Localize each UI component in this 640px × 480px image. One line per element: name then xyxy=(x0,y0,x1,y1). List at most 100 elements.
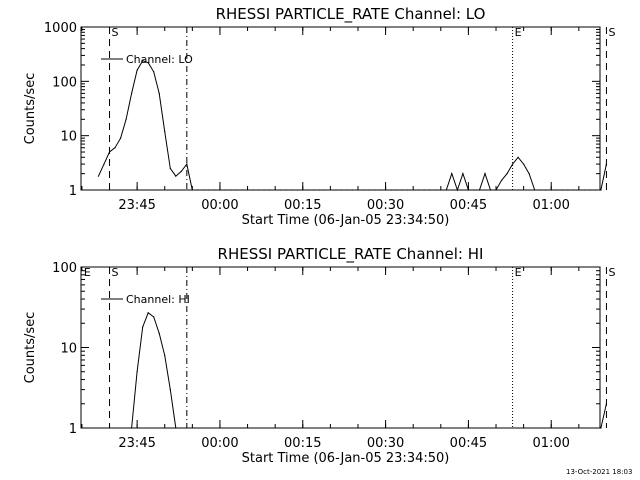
event-marker-label: S xyxy=(112,26,119,39)
data-point xyxy=(136,371,138,373)
data-point xyxy=(478,189,481,191)
data-point xyxy=(280,189,282,191)
data-point xyxy=(545,189,547,191)
data-point xyxy=(213,189,216,191)
data-point xyxy=(252,189,254,191)
data-point xyxy=(407,189,409,191)
data-point xyxy=(142,326,144,328)
data-point xyxy=(224,189,227,191)
data-point xyxy=(368,189,370,191)
data-point xyxy=(108,151,111,153)
data-point xyxy=(495,189,497,191)
data-point xyxy=(467,189,470,191)
data-point xyxy=(97,175,100,177)
data-point xyxy=(534,189,536,191)
data-point xyxy=(307,189,309,191)
legend-label: Channel: LO xyxy=(126,53,193,66)
data-point xyxy=(186,163,188,165)
event-marker-label: S xyxy=(112,266,119,279)
y-tick-label: 1 xyxy=(69,184,77,199)
y-tick-label: 100 xyxy=(52,75,77,90)
series-line xyxy=(98,60,607,192)
data-point xyxy=(528,173,530,175)
data-point xyxy=(103,163,105,165)
data-point xyxy=(318,189,320,191)
data-point xyxy=(511,163,514,165)
y-tick-label: 10 xyxy=(60,130,77,145)
data-point xyxy=(230,189,232,191)
data-point xyxy=(401,189,403,191)
data-point xyxy=(594,189,596,191)
data-point xyxy=(583,189,585,191)
data-point xyxy=(208,189,210,191)
data-point xyxy=(219,189,221,191)
x-axis-label: Start Time (06-Jan-05 23:34:50) xyxy=(242,213,450,228)
data-point xyxy=(125,118,127,120)
data-point xyxy=(269,189,271,191)
data-point xyxy=(131,92,133,94)
data-point xyxy=(153,316,155,318)
event-marker-label: E xyxy=(515,26,522,39)
data-point xyxy=(523,163,525,165)
data-point xyxy=(131,427,133,429)
data-point xyxy=(600,427,602,429)
data-point xyxy=(169,388,171,391)
data-point xyxy=(158,332,160,334)
y-axis-label: Counts/sec xyxy=(23,73,38,145)
date-stamp: 13-Oct-2021 18:03 xyxy=(566,468,632,476)
series-line xyxy=(131,312,607,429)
plot-frame xyxy=(80,26,601,191)
data-point xyxy=(153,71,155,73)
x-axis-label: Start Time (06-Jan-05 23:34:50) xyxy=(242,451,450,466)
data-point xyxy=(164,130,166,132)
data-point xyxy=(114,147,116,149)
data-point xyxy=(263,189,265,191)
data-point xyxy=(589,189,591,191)
data-point xyxy=(567,189,569,191)
data-point xyxy=(324,189,326,191)
data-point xyxy=(605,403,608,405)
x-tick-label: 00:00 xyxy=(201,436,238,451)
x-tick-label: 00:45 xyxy=(450,198,487,213)
x-tick-label: 01:00 xyxy=(532,436,569,451)
data-point xyxy=(180,170,182,172)
hi-channel-panel: RHESSI PARTICLE_RATE Channel: HI 1 10 100 23… xyxy=(23,245,615,466)
y-tick-label: 1000 xyxy=(44,21,77,36)
x-tick-label: 00:15 xyxy=(284,198,321,213)
data-point xyxy=(451,173,453,175)
data-point xyxy=(539,189,541,191)
x-tick-label: 00:00 xyxy=(201,198,238,213)
chart-title: RHESSI PARTICLE_RATE Channel: LO xyxy=(216,5,486,24)
data-point xyxy=(390,189,392,191)
lo-channel-panel: RHESSI PARTICLE_RATE Channel: LO 1 10 100 10… xyxy=(23,5,615,228)
event-marker-label: E xyxy=(515,266,522,279)
data-point xyxy=(373,189,376,191)
y-tick-label: 100 xyxy=(52,261,77,276)
data-point xyxy=(191,189,193,191)
data-point xyxy=(412,189,414,191)
data-point xyxy=(423,189,425,191)
data-point xyxy=(291,189,293,191)
data-point xyxy=(313,189,315,191)
data-point xyxy=(335,189,337,191)
event-marker-label: S xyxy=(608,266,615,279)
data-point xyxy=(362,189,365,191)
data-point xyxy=(517,156,519,158)
data-point xyxy=(175,427,177,429)
data-point xyxy=(561,189,563,191)
y-tick-label: 1 xyxy=(69,422,77,437)
data-point xyxy=(550,189,552,191)
data-point xyxy=(473,189,475,191)
data-point xyxy=(351,189,354,191)
data-point xyxy=(489,189,492,191)
data-point xyxy=(440,189,442,191)
legend-label: Channel: HI xyxy=(126,293,190,306)
data-point xyxy=(147,312,149,314)
data-point xyxy=(285,189,287,191)
data-point xyxy=(175,175,177,177)
data-point xyxy=(119,137,122,139)
data-point xyxy=(246,189,249,191)
data-point xyxy=(600,189,602,191)
y-axis-label: Counts/sec xyxy=(23,312,38,384)
